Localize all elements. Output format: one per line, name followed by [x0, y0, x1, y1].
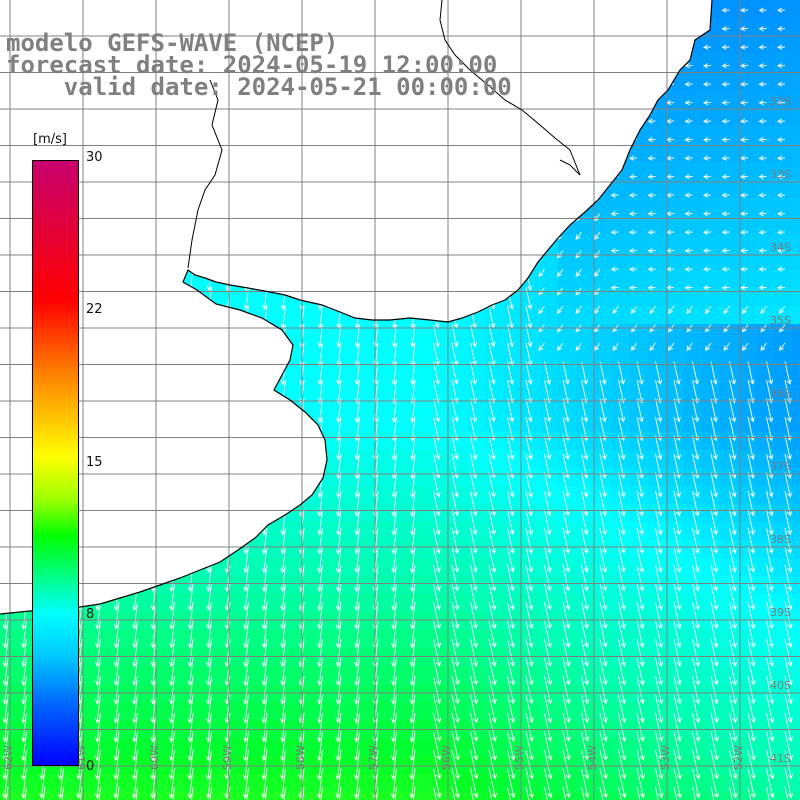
colorbar-unit: [m/s] — [33, 132, 67, 147]
river-border — [187, 79, 223, 269]
colorbar-label-0: 0 — [86, 759, 95, 774]
colorbar-label-22: 22 — [86, 302, 103, 317]
colorbar-label-15: 15 — [86, 455, 103, 470]
lat-label: 32S — [770, 95, 791, 108]
lat-label: 37S — [770, 460, 791, 473]
lon-label: 58W — [294, 745, 307, 770]
lon-label: 54W — [586, 745, 599, 770]
lat-label: 40S — [770, 679, 791, 692]
lat-label: 36S — [770, 387, 791, 400]
forecast-date: forecast date: 2024-05-19 12:00:00 — [6, 51, 498, 79]
country-border — [439, 0, 581, 176]
lon-label: 52W — [732, 745, 745, 770]
lon-label: 59W — [221, 745, 234, 770]
lon-label: 57W — [367, 745, 380, 770]
lat-label: 39S — [770, 606, 791, 619]
lon-label: 55W — [513, 745, 526, 770]
lon-label: 60W — [148, 745, 161, 770]
land-mass — [0, 0, 712, 614]
colorbar-label-30: 30 — [86, 150, 103, 165]
lat-label: 41S — [770, 752, 791, 765]
border-segment — [559, 159, 581, 176]
valid-date: valid date: 2024-05-21 00:00:00 — [6, 73, 512, 101]
colorbar-label-8: 8 — [86, 607, 95, 622]
lat-label: 34S — [770, 241, 791, 254]
lon-label: 56W — [440, 745, 453, 770]
lon-label: 53W — [659, 745, 672, 770]
lon-label: 62W — [2, 745, 15, 770]
model-title: modelo GEFS-WAVE (NCEP) — [6, 29, 339, 57]
coastline — [0, 0, 713, 615]
lat-label: 33S — [770, 168, 791, 181]
colorbar — [32, 160, 79, 766]
lat-label: 35S — [770, 314, 791, 327]
lat-label: 38S — [770, 533, 791, 546]
